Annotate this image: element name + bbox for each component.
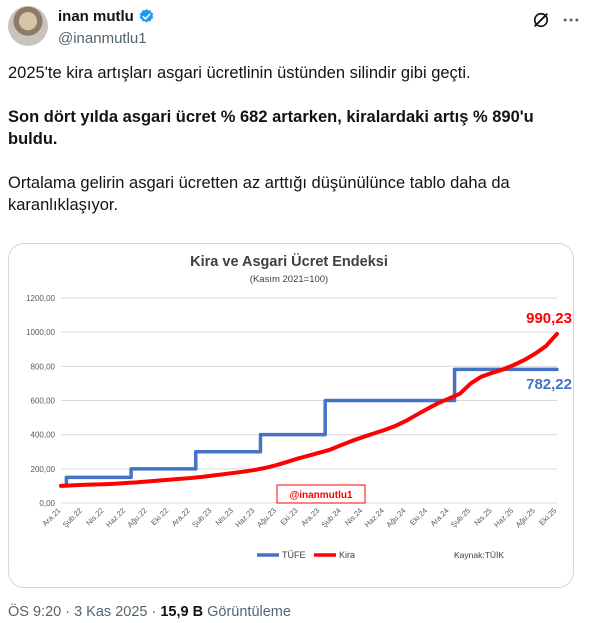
watermark-text: @inanmutlu1	[289, 490, 353, 501]
chart-source: Kaynak:TÜİK	[454, 550, 504, 560]
x-tick-label: Ara.22	[170, 506, 192, 528]
x-tick-label: Eki.22	[149, 506, 170, 527]
x-tick-label: Nis.22	[84, 506, 105, 527]
chart-series	[59, 331, 559, 488]
y-tick-label: 800,00	[31, 362, 56, 371]
tweet-time[interactable]: ÖS 9:20	[8, 604, 62, 620]
series-kira-line	[59, 331, 559, 488]
x-tick-label: Eki.25	[537, 506, 558, 527]
x-tick-label: Ağu.22	[125, 506, 148, 529]
y-tick-label: 200,00	[31, 465, 56, 474]
legend-tufe-label: TÜFE	[282, 550, 306, 560]
x-tick-label: Nis.23	[214, 506, 235, 527]
kira-end-label: 990,23	[526, 310, 572, 327]
chart: Kira ve Asgari Ücret Endeksi (Kasım 2021…	[26, 253, 572, 560]
y-tick-label: 0,00	[39, 499, 55, 508]
tweet-media[interactable]: Kira ve Asgari Ücret Endeksi (Kasım 2021…	[8, 243, 574, 588]
x-tick-label: Ağu.25	[514, 506, 537, 529]
x-tick-label: Haz.24	[363, 506, 386, 529]
chart-grid	[61, 297, 557, 504]
x-tick-label: Ara.23	[299, 506, 321, 528]
watermark-box: @inanmutlu1	[276, 484, 366, 504]
tweet-text: 2025'te kira artışları asgari ücretlinin…	[8, 62, 578, 216]
tweet-paragraph-3: Ortalama gelirin asgari ücretten az artt…	[8, 174, 510, 214]
x-tick-label: Nis.24	[343, 506, 364, 527]
avatar[interactable]	[8, 6, 48, 46]
view-count: 15,9 B	[160, 604, 204, 620]
author-name[interactable]: inan mutlu	[58, 8, 134, 25]
tweet-date[interactable]: 3 Kas 2025	[74, 604, 148, 620]
y-tick-label: 600,00	[31, 397, 56, 406]
x-tick-label: Haz.23	[233, 506, 256, 529]
chart-title: Kira ve Asgari Ücret Endeksi	[190, 253, 388, 270]
x-tick-label: Nis.25	[472, 506, 493, 527]
y-tick-label: 400,00	[31, 431, 56, 440]
x-tick-label: Haz.25	[492, 506, 515, 529]
x-tick-label: Ağu.24	[384, 506, 407, 529]
grok-icon[interactable]	[531, 10, 551, 30]
x-tick-label: Şub.23	[190, 506, 213, 529]
author-row: inan mutlu	[58, 8, 155, 25]
x-tick-label: Şub.22	[61, 506, 84, 529]
x-tick-label: Ağu.23	[255, 506, 278, 529]
y-tick-label: 1000,00	[26, 328, 55, 337]
more-options-icon[interactable]	[561, 10, 581, 30]
series-tufe-line	[59, 367, 559, 488]
legend: TÜFE Kira	[257, 550, 355, 560]
views-label: Görüntüleme	[207, 604, 291, 620]
meta-separator: ·	[151, 604, 161, 620]
tweet-paragraph-2: Son dört yılda asgari ücret % 682 artark…	[8, 108, 534, 148]
x-tick-label: Eki.23	[279, 506, 300, 527]
tufe-end-label: 782,22	[526, 376, 572, 393]
x-tick-label: Şub.25	[449, 506, 472, 529]
y-tick-label: 1200,00	[26, 294, 55, 303]
verified-badge-icon[interactable]	[138, 8, 155, 25]
x-tick-label: Şub.24	[320, 506, 343, 529]
author-handle[interactable]: @inanmutlu1	[58, 30, 147, 47]
x-tick-label: Haz.22	[104, 506, 127, 529]
legend-kira-label: Kira	[339, 550, 355, 560]
x-tick-label: Ara.21	[40, 506, 62, 528]
y-axis-ticks: 0,00 200,00 400,00 600,00 800,00 1000,00 1200,…	[26, 294, 55, 508]
x-tick-label: Ara.24	[429, 506, 451, 528]
chart-subtitle: (Kasım 2021=100)	[250, 274, 328, 285]
tweet-meta: ÖS 9:20 · 3 Kas 2025 · 15,9 B Görüntülem…	[8, 604, 291, 620]
meta-separator: ·	[65, 604, 75, 620]
tweet-header: inan mutlu @inanmutlu1	[8, 6, 585, 54]
tweet-paragraph-1: 2025'te kira artışları asgari ücretlinin…	[8, 64, 471, 82]
x-tick-label: Eki.24	[408, 506, 429, 527]
